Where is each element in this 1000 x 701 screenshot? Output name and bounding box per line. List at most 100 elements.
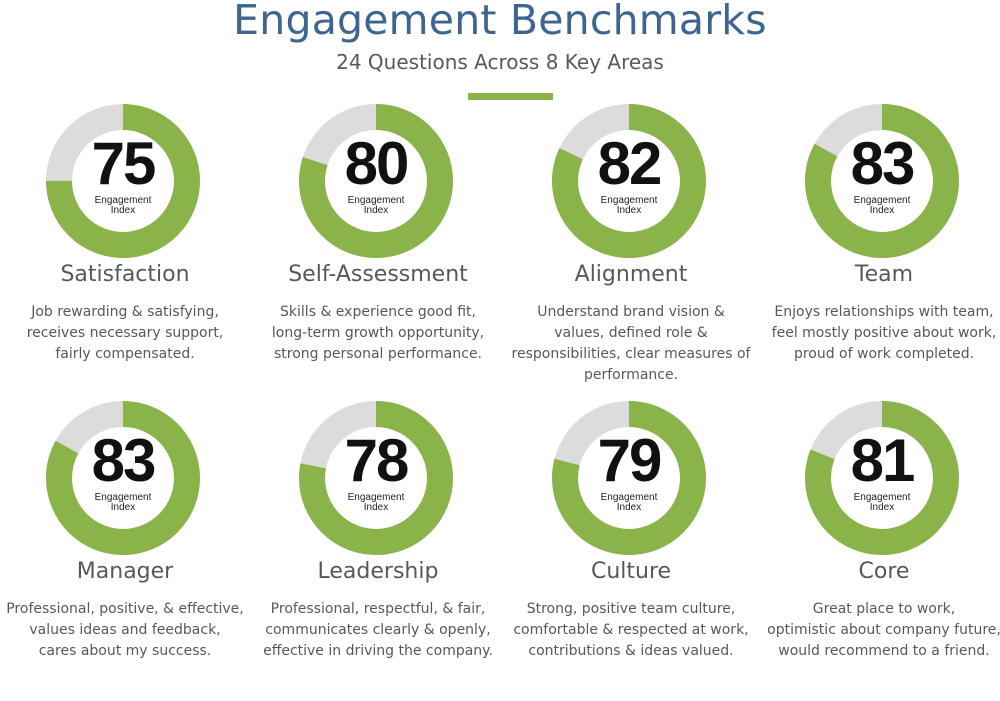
engagement-index-label: Engagement Index xyxy=(805,493,959,513)
benchmark-card: 75 Engagement Index Satisfaction Job rewardi… xyxy=(0,104,250,404)
donut-value-arc xyxy=(805,401,959,555)
description-line: proud of work completed. xyxy=(793,346,975,362)
page-subtitle: 24 Questions Across 8 Key Areas xyxy=(336,50,664,74)
index-label-line1: Engagement xyxy=(94,492,152,503)
donut-value-arc xyxy=(552,401,706,555)
index-label-line2: Index xyxy=(110,502,136,513)
donut-value-arc xyxy=(299,104,453,258)
donut-chart: 75 Engagement Index xyxy=(46,104,200,258)
index-label-line1: Engagement xyxy=(94,195,152,206)
description-line: values, defined role & xyxy=(554,325,708,341)
donut-chart: 83 Engagement Index xyxy=(46,401,200,555)
description-line: responsibilities, clear measures of xyxy=(511,346,751,362)
index-label-line2: Index xyxy=(616,502,642,513)
index-label-line1: Engagement xyxy=(600,492,658,503)
engagement-score: 78 xyxy=(344,427,410,494)
engagement-index-label: Engagement Index xyxy=(299,493,453,513)
index-label-line2: Index xyxy=(616,205,642,216)
engagement-index-label: Engagement Index xyxy=(552,493,706,513)
description-line: Strong, positive team culture, xyxy=(526,601,736,617)
donut-svg xyxy=(46,104,200,258)
description-line: communicates clearly & openly, xyxy=(265,622,491,638)
area-title: Satisfaction xyxy=(60,262,190,287)
donut-svg xyxy=(46,401,200,555)
engagement-score: 82 xyxy=(597,130,663,197)
benchmark-card: 82 Engagement Index Alignment Understand bra… xyxy=(506,104,756,404)
description-line: Enjoys relationships with team, xyxy=(774,304,994,320)
benchmark-card: 83 Engagement Index Team Enjoys relationship… xyxy=(759,104,1000,404)
engagement-index-label: Engagement Index xyxy=(46,493,200,513)
donut-value-arc xyxy=(299,401,453,555)
area-title: Self-Assessment xyxy=(288,262,468,287)
area-title: Leadership xyxy=(317,559,439,584)
donut-chart: 79 Engagement Index xyxy=(552,401,706,555)
index-label-line2: Index xyxy=(869,502,895,513)
title-divider xyxy=(468,93,553,100)
description-line: long-term growth opportunity, xyxy=(271,325,485,341)
area-title: Team xyxy=(854,262,914,287)
description-line: Understand brand vision & xyxy=(537,304,725,320)
description-line: performance. xyxy=(583,367,679,383)
description-line: feel mostly positive about work, xyxy=(771,325,997,341)
benchmark-card: 80 Engagement Index Self-Assessment Skills &… xyxy=(253,104,503,404)
engagement-index-label: Engagement Index xyxy=(46,196,200,216)
index-label-line1: Engagement xyxy=(853,195,911,206)
area-title: Alignment xyxy=(574,262,688,287)
benchmark-card: 78 Engagement Index Leadership Professional,… xyxy=(253,401,503,701)
area-description: Professional, positive, & effective, valu… xyxy=(0,599,250,662)
index-label-line1: Engagement xyxy=(853,492,911,503)
index-label-line2: Index xyxy=(363,205,389,216)
description-line: cares about my success. xyxy=(38,643,212,659)
donut-value-arc xyxy=(805,104,959,258)
engagement-score: 75 xyxy=(91,130,157,197)
engagement-score: 79 xyxy=(597,427,663,494)
donut-value-arc xyxy=(552,104,706,258)
donut-svg xyxy=(299,104,453,258)
page-title: Engagement Benchmarks xyxy=(233,0,767,44)
donut-value-arc xyxy=(46,401,200,555)
description-line: comfortable & respected at work, xyxy=(513,622,749,638)
donut-chart: 82 Engagement Index xyxy=(552,104,706,258)
description-line: Professional, respectful, & fair, xyxy=(270,601,486,617)
index-label-line1: Engagement xyxy=(347,195,405,206)
description-line: would recommend to a friend. xyxy=(778,643,990,659)
description-line: fairly compensated. xyxy=(55,346,195,362)
area-description: Professional, respectful, & fair, communi… xyxy=(253,599,503,662)
description-line: Professional, positive, & effective, xyxy=(6,601,244,617)
donut-chart: 80 Engagement Index xyxy=(299,104,453,258)
engagement-index-label: Engagement Index xyxy=(805,196,959,216)
area-title: Core xyxy=(858,559,910,584)
index-label-line2: Index xyxy=(869,205,895,216)
donut-value-arc xyxy=(46,104,200,258)
description-line: Great place to work, xyxy=(812,601,956,617)
area-description: Job rewarding & satisfying, receives nece… xyxy=(0,302,250,365)
benchmark-card: 81 Engagement Index Core Great place to work… xyxy=(759,401,1000,701)
area-description: Enjoys relationships with team, feel most… xyxy=(759,302,1000,365)
index-label-line2: Index xyxy=(110,205,136,216)
description-line: values ideas and feedback, xyxy=(29,622,221,638)
donut-svg xyxy=(552,401,706,555)
description-line: Skills & experience good fit, xyxy=(280,304,476,320)
area-title: Manager xyxy=(76,559,174,584)
description-line: receives necessary support, xyxy=(26,325,224,341)
donut-chart: 81 Engagement Index xyxy=(805,401,959,555)
description-line: effective in driving the company. xyxy=(263,643,493,659)
area-description: Great place to work, optimistic about com… xyxy=(759,599,1000,662)
index-label-line1: Engagement xyxy=(347,492,405,503)
benchmark-card: 83 Engagement Index Manager Professional, po… xyxy=(0,401,250,701)
donut-svg xyxy=(805,401,959,555)
donut-svg xyxy=(299,401,453,555)
donut-chart: 78 Engagement Index xyxy=(299,401,453,555)
engagement-score: 83 xyxy=(850,130,916,197)
donut-chart: 83 Engagement Index xyxy=(805,104,959,258)
area-description: Strong, positive team culture, comfortabl… xyxy=(506,599,756,662)
area-title: Culture xyxy=(590,559,672,584)
description-line: strong personal performance. xyxy=(273,346,483,362)
engagement-index-label: Engagement Index xyxy=(552,196,706,216)
description-line: Job rewarding & satisfying, xyxy=(31,304,219,320)
donut-svg xyxy=(805,104,959,258)
benchmark-card: 79 Engagement Index Culture Strong, positive… xyxy=(506,401,756,701)
area-description: Understand brand vision & values, defined… xyxy=(506,302,756,386)
engagement-score: 81 xyxy=(850,427,916,494)
benchmark-grid: 75 Engagement Index Satisfaction Job rewardi… xyxy=(0,104,1000,659)
